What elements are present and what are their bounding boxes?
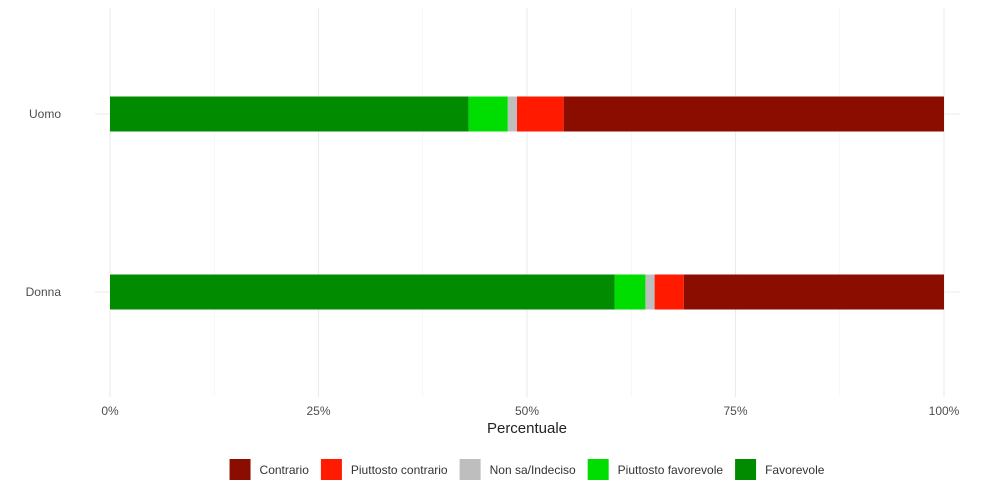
x-tick-label: 0% xyxy=(101,404,119,418)
bar-segment-uomo-piuttosto-favorevole xyxy=(468,96,508,132)
legend-label: Non sa/Indeciso xyxy=(490,463,576,477)
x-axis-title: Percentuale xyxy=(487,420,567,437)
legend-item: Favorevole xyxy=(735,459,825,480)
legend-label: Contrario xyxy=(260,463,310,477)
grid xyxy=(95,8,960,397)
bar-segment-uomo-non-sa-indeciso xyxy=(507,96,517,132)
bars xyxy=(110,96,944,310)
bar-segment-donna-piuttosto-favorevole xyxy=(614,274,646,310)
y-tick-label: Donna xyxy=(26,285,62,299)
legend-label: Favorevole xyxy=(765,463,825,477)
y-axis-tick-labels: Uomo Donna xyxy=(26,107,62,299)
legend-label: Piuttosto contrario xyxy=(351,463,448,477)
x-tick-label: 75% xyxy=(723,404,747,418)
legend-item: Contrario xyxy=(229,459,310,480)
legend-swatch xyxy=(735,459,757,480)
x-tick-label: 100% xyxy=(929,404,960,418)
legend: Contrario Piuttosto contrario Non sa/Indec… xyxy=(229,459,825,480)
bar-segment-uomo-favorevole xyxy=(110,96,469,132)
x-axis-tick-labels: 0% 25% 50% 75% 100% xyxy=(101,404,959,418)
legend-item: Piuttosto favorevole xyxy=(587,459,724,480)
x-tick-label: 50% xyxy=(515,404,539,418)
legend-swatch xyxy=(320,459,342,480)
bar-segment-donna-non-sa-indeciso xyxy=(645,274,655,310)
legend-swatch xyxy=(229,459,251,480)
legend-item: Non sa/Indeciso xyxy=(459,459,576,480)
legend-swatch xyxy=(459,459,481,480)
y-tick-label: Uomo xyxy=(29,107,61,121)
legend-item: Piuttosto contrario xyxy=(320,459,448,480)
legend-swatch xyxy=(587,459,609,480)
legend-label: Piuttosto favorevole xyxy=(618,463,724,477)
bar-segment-donna-piuttosto-contrario xyxy=(654,274,684,310)
bar-segment-donna-favorevole xyxy=(110,274,615,310)
x-tick-label: 25% xyxy=(306,404,330,418)
bar-segment-uomo-piuttosto-contrario xyxy=(516,96,564,132)
bar-segment-uomo-contrario xyxy=(563,96,944,132)
bar-segment-donna-contrario xyxy=(683,274,944,310)
